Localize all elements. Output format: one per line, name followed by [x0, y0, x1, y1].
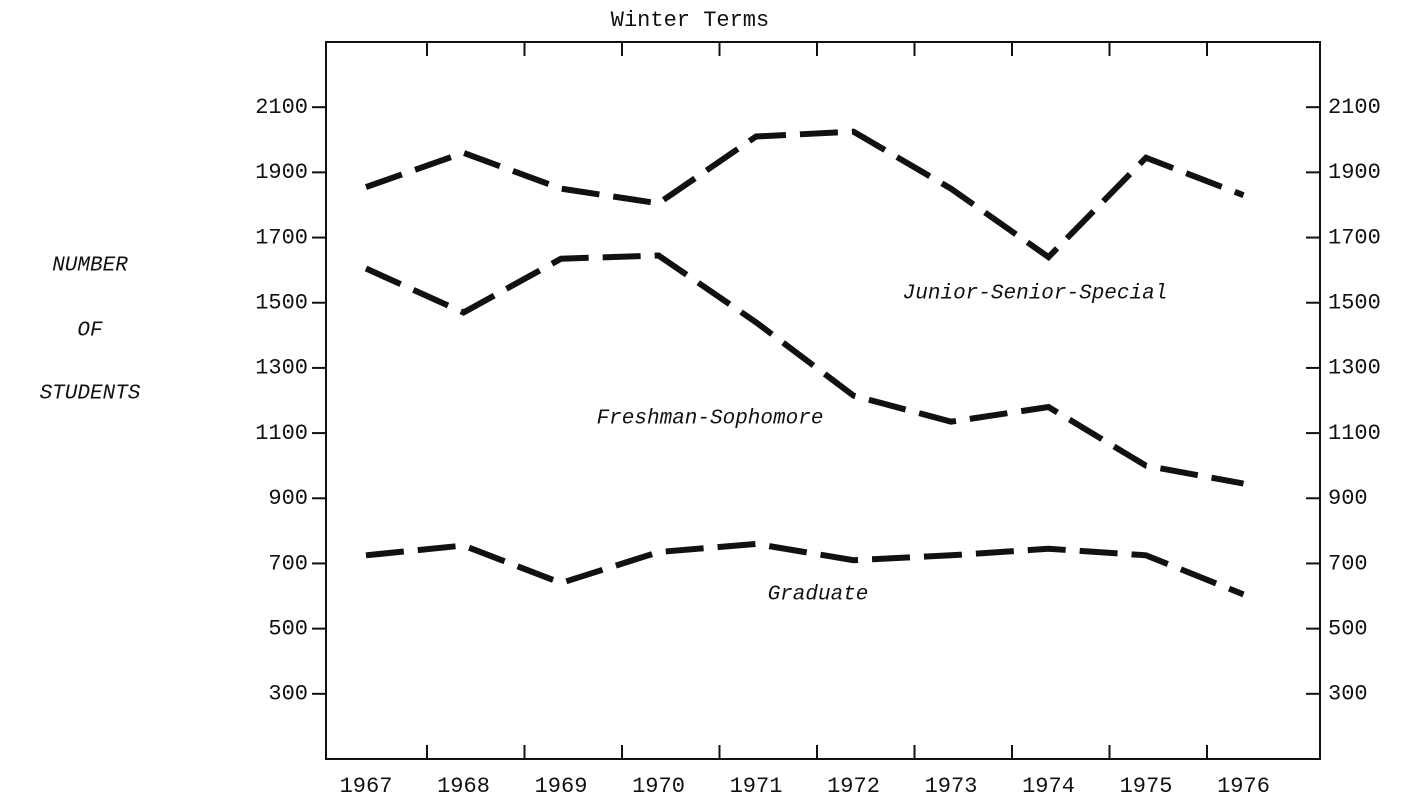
y-tick-label: 700: [268, 551, 308, 576]
y-tick-label: 300: [268, 682, 308, 707]
y-tick-label: 1500: [255, 291, 308, 316]
y-tick-label: 1700: [255, 225, 308, 250]
y2-tick-label: 900: [1328, 486, 1368, 511]
y2-tick-label: 1700: [1328, 225, 1381, 250]
series-line: [365, 128, 1245, 262]
x-tick-label: 1974: [1022, 774, 1075, 799]
x-tick-label: 1970: [632, 774, 685, 799]
x-tick-label: 1967: [340, 774, 393, 799]
y-tick-label: 2100: [255, 95, 308, 120]
y-tick-label: 1300: [255, 356, 308, 381]
series-line: [364, 252, 1245, 487]
x-tick-label: 1971: [730, 774, 783, 799]
x-tick-label: 1972: [827, 774, 880, 799]
chart-title: Winter Terms: [611, 8, 769, 33]
y-axis-label: STUDENTS: [40, 383, 141, 406]
y2-tick-label: 1100: [1328, 421, 1381, 446]
y-tick-label: 1900: [255, 160, 308, 185]
y-tick-label: 500: [268, 616, 308, 641]
series-label: Freshman-Sophomore: [597, 408, 824, 431]
x-tick-label: 1976: [1217, 774, 1270, 799]
y2-tick-label: 500: [1328, 616, 1368, 641]
series-line: [365, 540, 1245, 598]
x-tick-label: 1975: [1120, 774, 1173, 799]
y2-tick-label: 1300: [1328, 356, 1381, 381]
y-tick-label: 900: [268, 486, 308, 511]
y2-tick-label: 2100: [1328, 95, 1381, 120]
x-tick-label: 1968: [437, 774, 490, 799]
plot-frame: [325, 41, 1321, 760]
y2-tick-label: 700: [1328, 551, 1368, 576]
x-tick-label: 1973: [925, 774, 978, 799]
y-axis-label: OF: [77, 320, 103, 343]
y2-tick-label: 300: [1328, 682, 1368, 707]
x-tick-label: 1969: [535, 774, 588, 799]
y2-tick-label: 1500: [1328, 291, 1381, 316]
series-label: Graduate: [768, 584, 869, 607]
y-axis-label: NUMBER: [52, 255, 128, 278]
series-label: Junior-Senior-Special: [903, 283, 1168, 306]
y-tick-label: 1100: [255, 421, 308, 446]
y2-tick-label: 1900: [1328, 160, 1381, 185]
